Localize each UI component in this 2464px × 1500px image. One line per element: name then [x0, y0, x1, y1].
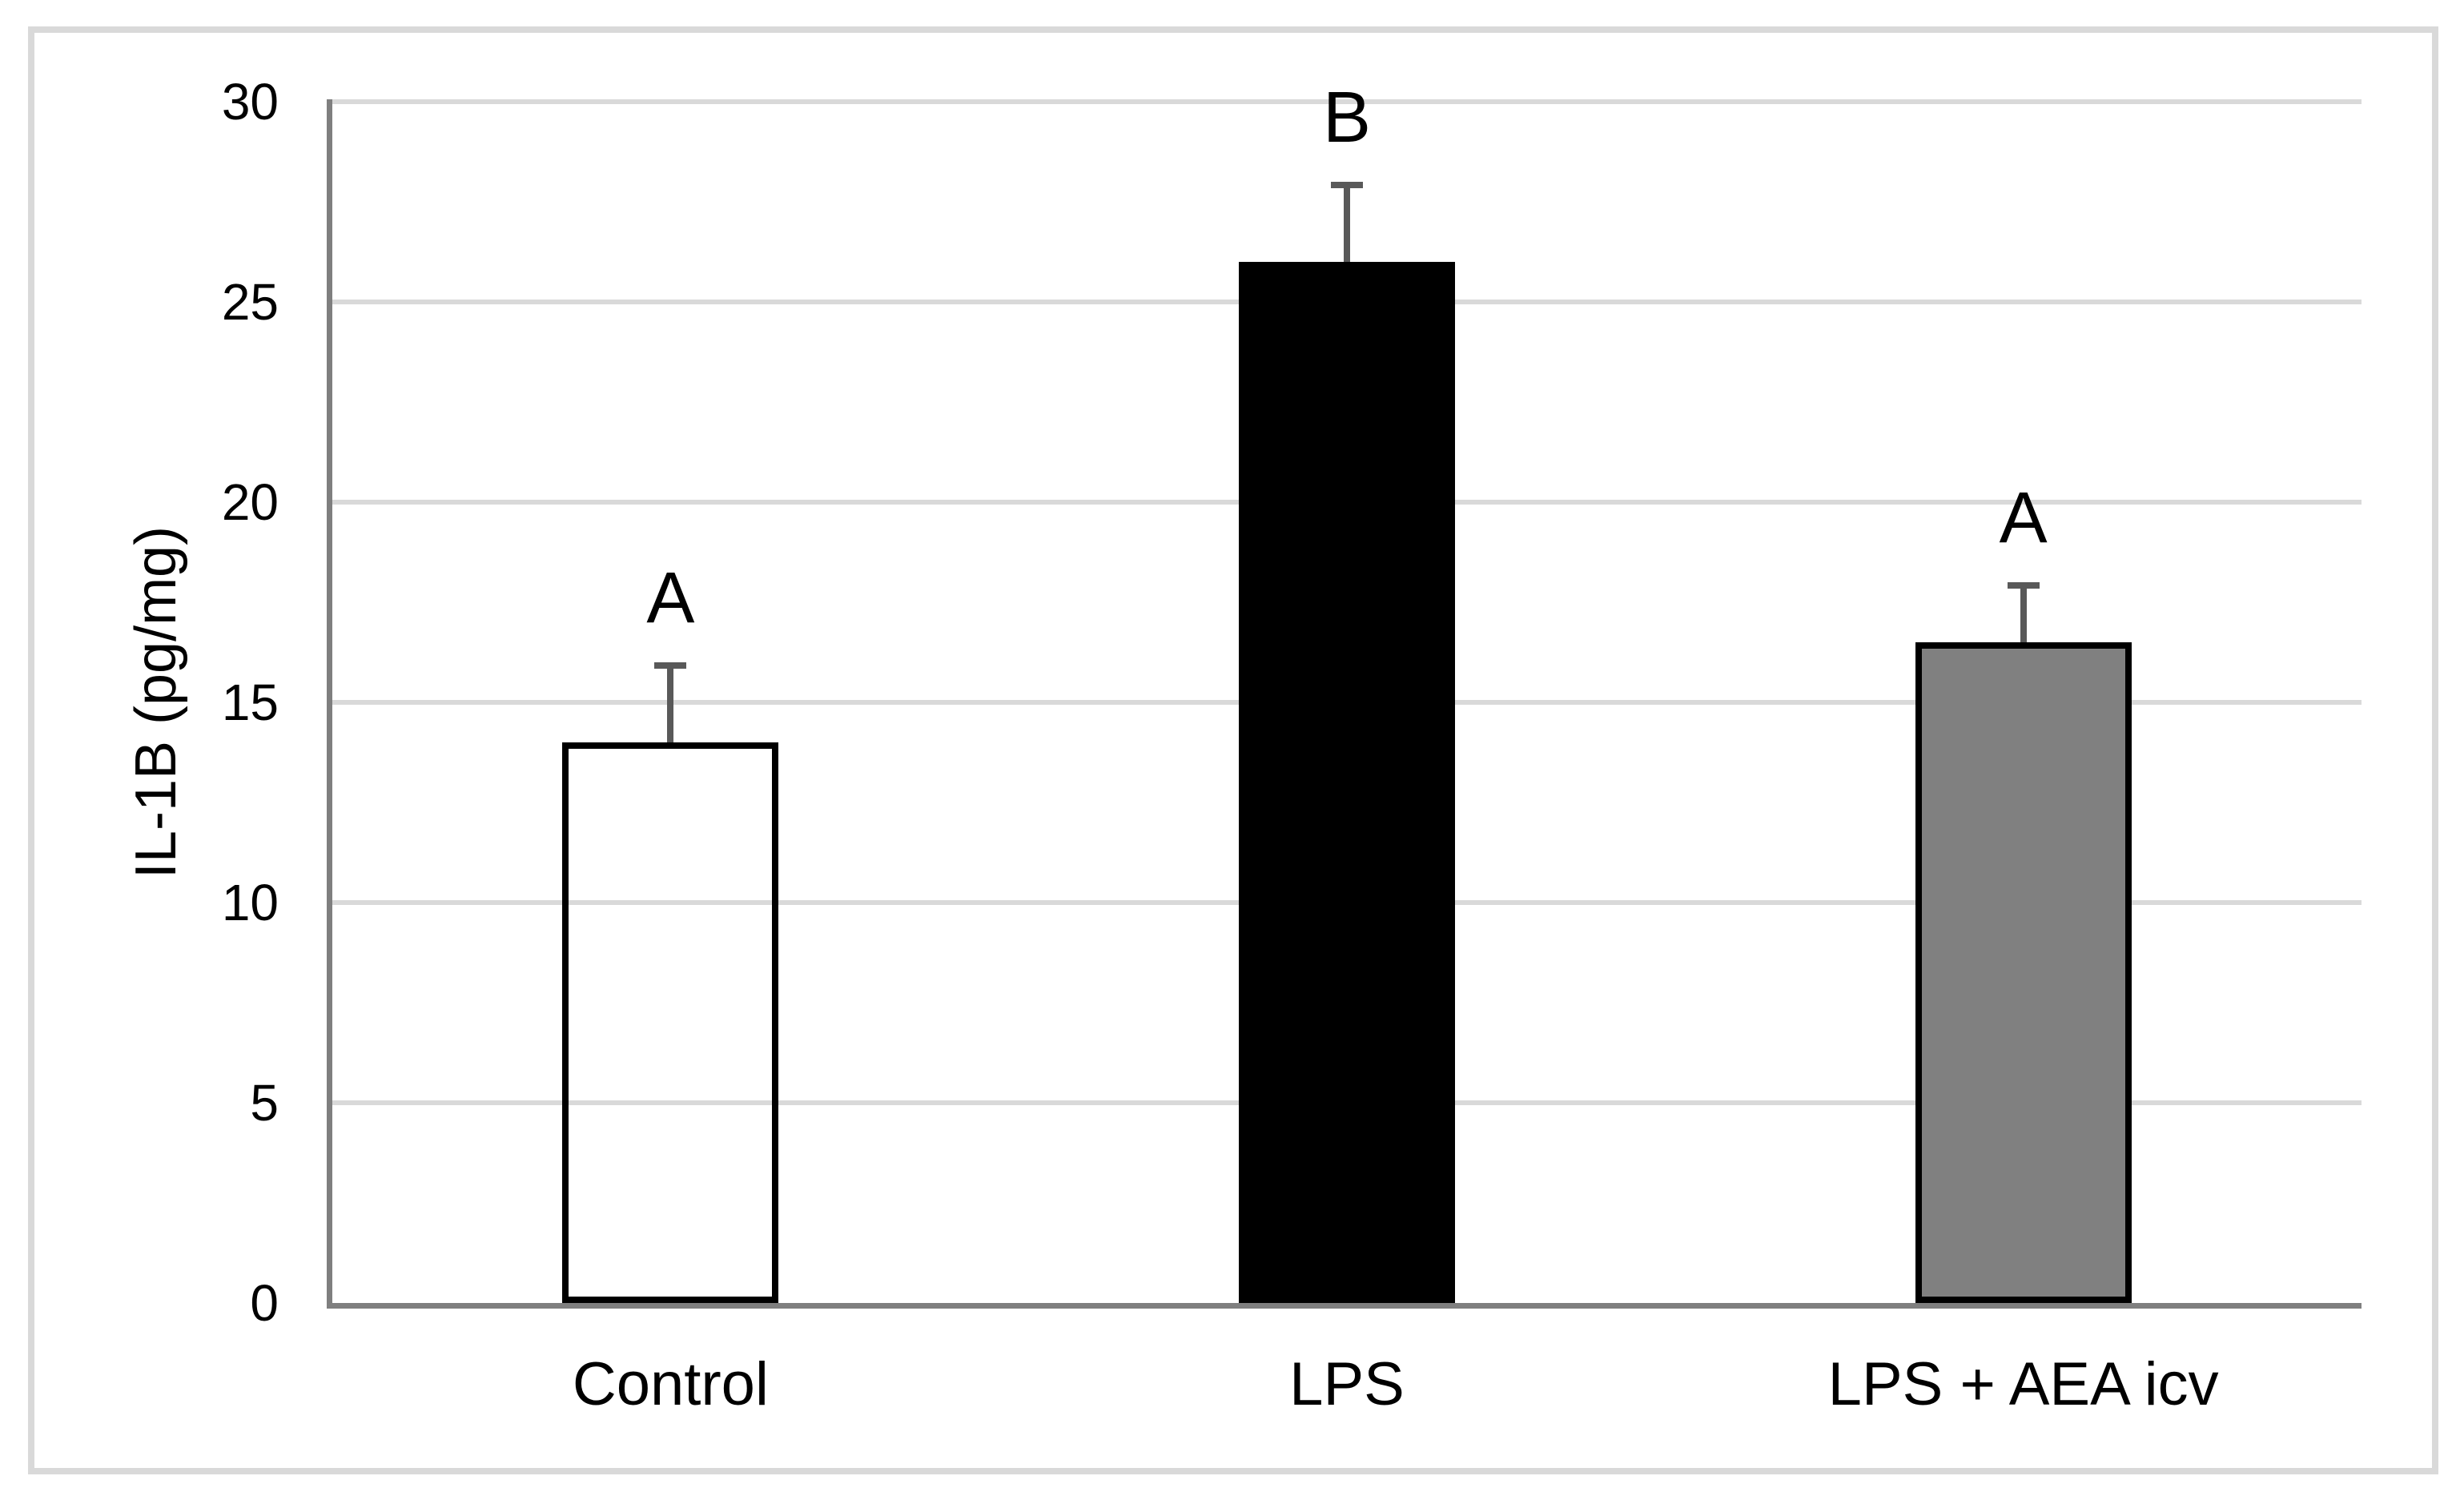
bar-control [562, 742, 779, 1303]
x-axis-label: LPS + AEA icv [1827, 1350, 2219, 1418]
error-bar-cap [654, 662, 687, 669]
y-axis-title: IL-1B (pg/mg) [124, 525, 188, 879]
y-tick-label: 25 [221, 273, 279, 331]
significance-letter: B [1322, 78, 1372, 158]
significance-letter: A [646, 558, 695, 638]
x-axis-label: Control [572, 1350, 769, 1418]
y-tick-label: 5 [250, 1074, 279, 1132]
x-axis-line [327, 1303, 2362, 1309]
error-bar-line [2020, 582, 2027, 642]
y-tick-label: 20 [221, 473, 279, 531]
error-bar-line [1344, 182, 1350, 262]
error-bar-cap [2007, 582, 2040, 589]
y-axis-line [327, 99, 332, 1309]
x-axis-label: LPS [1289, 1350, 1405, 1418]
gridline [332, 99, 2362, 104]
bar-lps [1239, 262, 1455, 1303]
y-tick-label: 30 [221, 73, 279, 131]
significance-letter: A [1999, 478, 2048, 558]
y-tick-label: 0 [250, 1274, 279, 1332]
error-bar-cap [1331, 182, 1363, 188]
bar-lps-aea-icv [1915, 642, 2132, 1303]
error-bar-line [667, 662, 674, 742]
y-tick-label: 10 [221, 874, 279, 931]
y-tick-label: 15 [221, 674, 279, 731]
